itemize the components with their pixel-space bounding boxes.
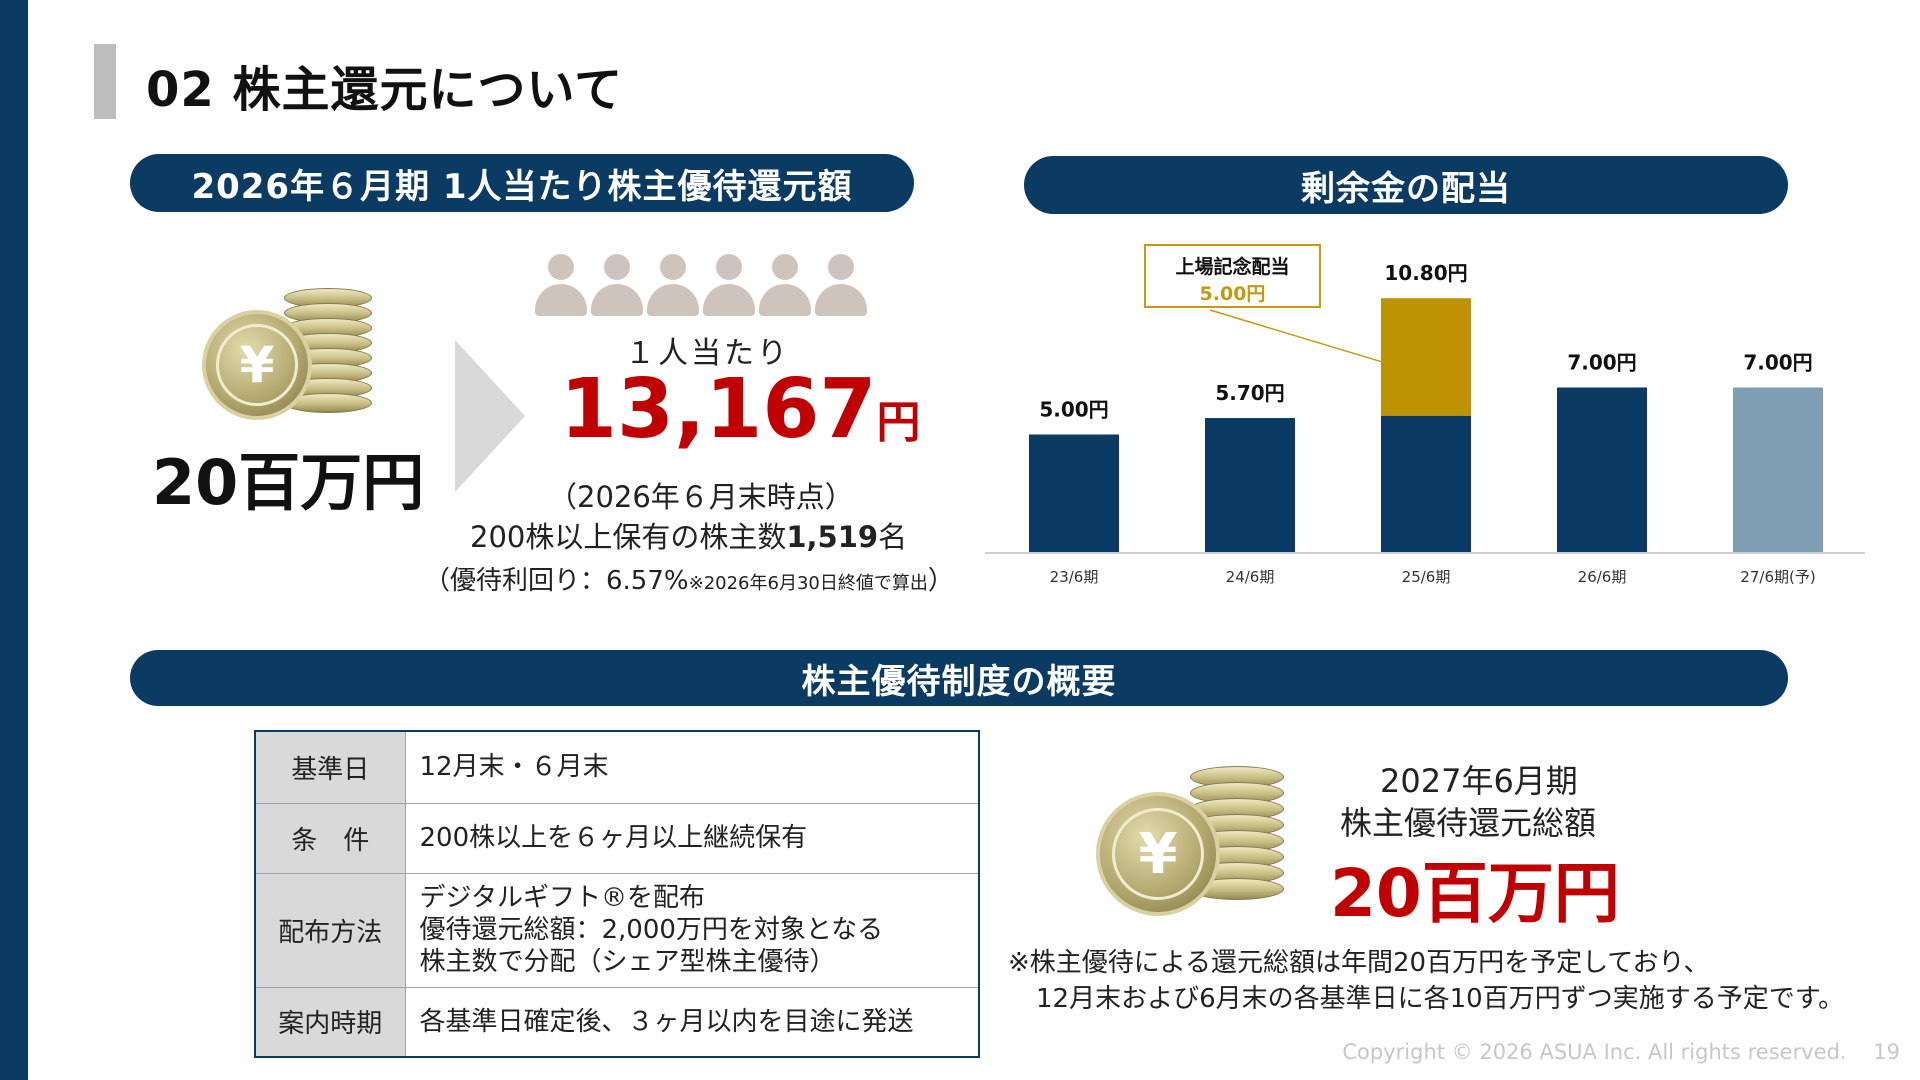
left-accent-stripe <box>0 0 28 1080</box>
table-row: 基準日 12月末・６月末 <box>254 730 980 804</box>
page-number: 19 <box>1873 1040 1900 1064</box>
bar-commemorative-2 <box>1381 298 1471 416</box>
as-of-date: （2026年６月末時点） <box>548 480 854 514</box>
row-value: 各基準日確定後、３ヶ月以内を目途に発送 <box>404 986 980 1058</box>
bar-3 <box>1557 387 1647 552</box>
data-label-3: 7.00円 <box>1567 351 1636 375</box>
holders-count: 200株以上保有の株主数1,519名 <box>470 520 908 554</box>
page-title: 02 株主還元について <box>146 62 624 118</box>
dividend-section-header: 剰余金の配当 <box>1024 156 1788 214</box>
copyright-text: Copyright © 2026 ASUA Inc. All rights re… <box>1342 1040 1847 1064</box>
footer: Copyright © 2026 ASUA Inc. All rights re… <box>1342 1040 1900 1064</box>
row-header: 配布方法 <box>254 872 406 988</box>
bar-1 <box>1205 418 1295 552</box>
dividend-bar-chart: 5.00円 5.70円 10.80円 7.00円 7.00円 23/6期 24/6期 25/… <box>985 261 1865 586</box>
tick-label-4: 27/6期(予) <box>1740 568 1815 586</box>
per-person-label: １人当たり <box>625 336 790 371</box>
dividend-yield: （優待利回り：6.57%※2026年6月30日終値で算出） <box>424 566 954 596</box>
bar-4 <box>1733 387 1823 552</box>
data-label-0: 5.00円 <box>1039 398 1108 422</box>
coin-stack-icon: ¥ <box>1094 764 1294 924</box>
table-row: 案内時期 各基準日確定後、３ヶ月以内を目途に発送 <box>254 986 980 1058</box>
row-value: 12月末・６月末 <box>404 730 980 804</box>
overview-table: 基準日 12月末・６月末 条 件 200株以上を６ヶ月以上継続保有 配布方法 デ… <box>254 730 980 1058</box>
yen-icon: ¥ <box>1112 808 1204 900</box>
tick-label-3: 26/6期 <box>1578 568 1627 586</box>
bar-2 <box>1381 415 1471 552</box>
bar-0 <box>1029 434 1119 552</box>
note-line-2: 12月末および6月末の各基準日に各10百万円ずつ実施する予定です。 <box>1036 984 1845 1014</box>
title-accent-bar <box>94 44 116 119</box>
note-line-1: ※株主優待による還元総額は年間20百万円を予定しており、 <box>1008 948 1710 978</box>
tick-label-0: 23/6期 <box>1050 568 1099 586</box>
table-row: 配布方法 デジタルギフト®を配布 優待還元総額：2,000万円を対象となる 株主… <box>254 872 980 988</box>
callout-title: 上場記念配当 <box>1175 256 1290 278</box>
per-person-amount: 13,167円 <box>560 362 921 457</box>
table-row: 条 件 200株以上を６ヶ月以上継続保有 <box>254 802 980 874</box>
data-label-1: 5.70円 <box>1215 381 1284 405</box>
row-value: デジタルギフト®を配布 優待還元総額：2,000万円を対象となる 株主数で分配（… <box>404 872 980 988</box>
commemorative-dividend-callout: 上場記念配当 5.00円 <box>1144 244 1321 308</box>
callout-leader-line <box>1209 309 1386 364</box>
tick-label-1: 24/6期 <box>1226 568 1275 586</box>
row-header: 基準日 <box>254 730 406 804</box>
data-label-2: 10.80円 <box>1384 261 1467 285</box>
future-label: 株主優待還元総額 <box>1340 804 1597 842</box>
data-label-4: 7.00円 <box>1743 351 1812 375</box>
row-header: 条 件 <box>254 802 406 874</box>
future-period: 2027年6月期 <box>1380 762 1578 800</box>
coin-stack-icon: ¥ <box>200 286 380 426</box>
total-amount: 20百万円 <box>152 446 425 519</box>
callout-value: 5.00円 <box>1199 283 1266 305</box>
future-amount: 20百万円 <box>1330 855 1620 932</box>
arrow-right-icon <box>455 340 525 492</box>
tick-label-2: 25/6期 <box>1402 568 1451 586</box>
yen-icon: ¥ <box>216 324 298 406</box>
row-header: 案内時期 <box>254 986 406 1058</box>
row-value: 200株以上を６ヶ月以上継続保有 <box>404 802 980 874</box>
left-section-header: 2026年６月期 1人当たり株主優待還元額 <box>130 154 914 212</box>
overview-section-header: 株主優待制度の概要 <box>130 650 1788 706</box>
